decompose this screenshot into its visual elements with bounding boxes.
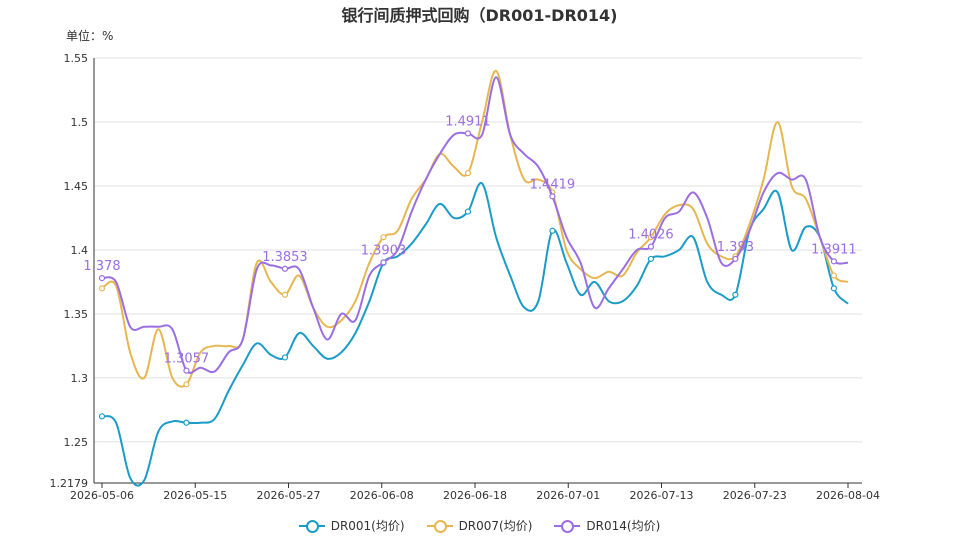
data-label: 1.4419 [530,177,576,192]
data-point [733,292,738,297]
legend-label: DR007(均价) [459,517,533,534]
x-tick-label: 2026-07-23 [723,489,787,502]
data-point [465,209,470,214]
data-point [100,414,105,419]
data-point [282,292,287,297]
y-tick-label: 1.3 [71,372,89,385]
legend-label: DR014(均价) [586,517,660,534]
legend-label: DR001(均价) [331,517,405,534]
x-tick-label: 2026-05-06 [70,489,134,502]
data-point [831,286,836,291]
data-point [184,420,189,425]
data-point [100,286,105,291]
legend-item[interactable]: DR014(均价) [554,517,660,534]
data-point [550,228,555,233]
data-point [282,266,287,271]
x-tick-label: 2026-08-04 [816,489,880,502]
data-point [550,194,555,199]
data-point [733,256,738,261]
x-tick-label: 2026-07-01 [536,489,600,502]
label-layer: 1.378 1.3057 1.3853 1.3903 1.4911 1.4419 1.402… [83,114,856,366]
y-tick-label: 1.4 [71,244,89,257]
data-point [381,260,386,265]
data-label: 1.3903 [361,243,407,258]
x-tick-label: 2026-05-15 [163,489,227,502]
y-tick-label: 1.5 [71,116,89,129]
x-tick-label: 2026-06-18 [443,489,507,502]
data-label: 1.3911 [811,242,857,257]
y-tick-label: 1.55 [64,52,89,65]
data-label: 1.393 [717,240,754,255]
data-point [831,273,836,278]
data-point [381,235,386,240]
data-label: 1.378 [83,259,120,274]
data-label: 1.3057 [164,352,210,367]
legend-swatch [427,520,453,532]
series-layer [100,71,849,486]
x-tick-label: 2026-07-13 [630,489,694,502]
x-tick-label: 2026-06-08 [350,489,414,502]
data-label: 1.3853 [262,250,308,265]
data-point [465,171,470,176]
legend: DR001(均价) DR007(均价) DR014(均价) [0,517,959,534]
legend-swatch [554,520,580,532]
data-point [100,276,105,281]
data-point [184,382,189,387]
data-label: 1.4026 [628,228,674,243]
y-tick-label: 1.25 [64,436,89,449]
data-point [465,131,470,136]
series-line [102,183,848,486]
data-label: 1.4911 [445,114,491,129]
legend-item[interactable]: DR001(均价) [299,517,405,534]
data-point [184,368,189,373]
legend-swatch [299,520,325,532]
data-point [648,244,653,249]
data-point [648,256,653,261]
y-tick-label: 1.45 [64,180,89,193]
legend-item[interactable]: DR007(均价) [427,517,533,534]
y-tick-label: 1.35 [64,308,89,321]
data-point [831,259,836,264]
data-point [282,355,287,360]
x-tick-label: 2026-05-27 [257,489,321,502]
